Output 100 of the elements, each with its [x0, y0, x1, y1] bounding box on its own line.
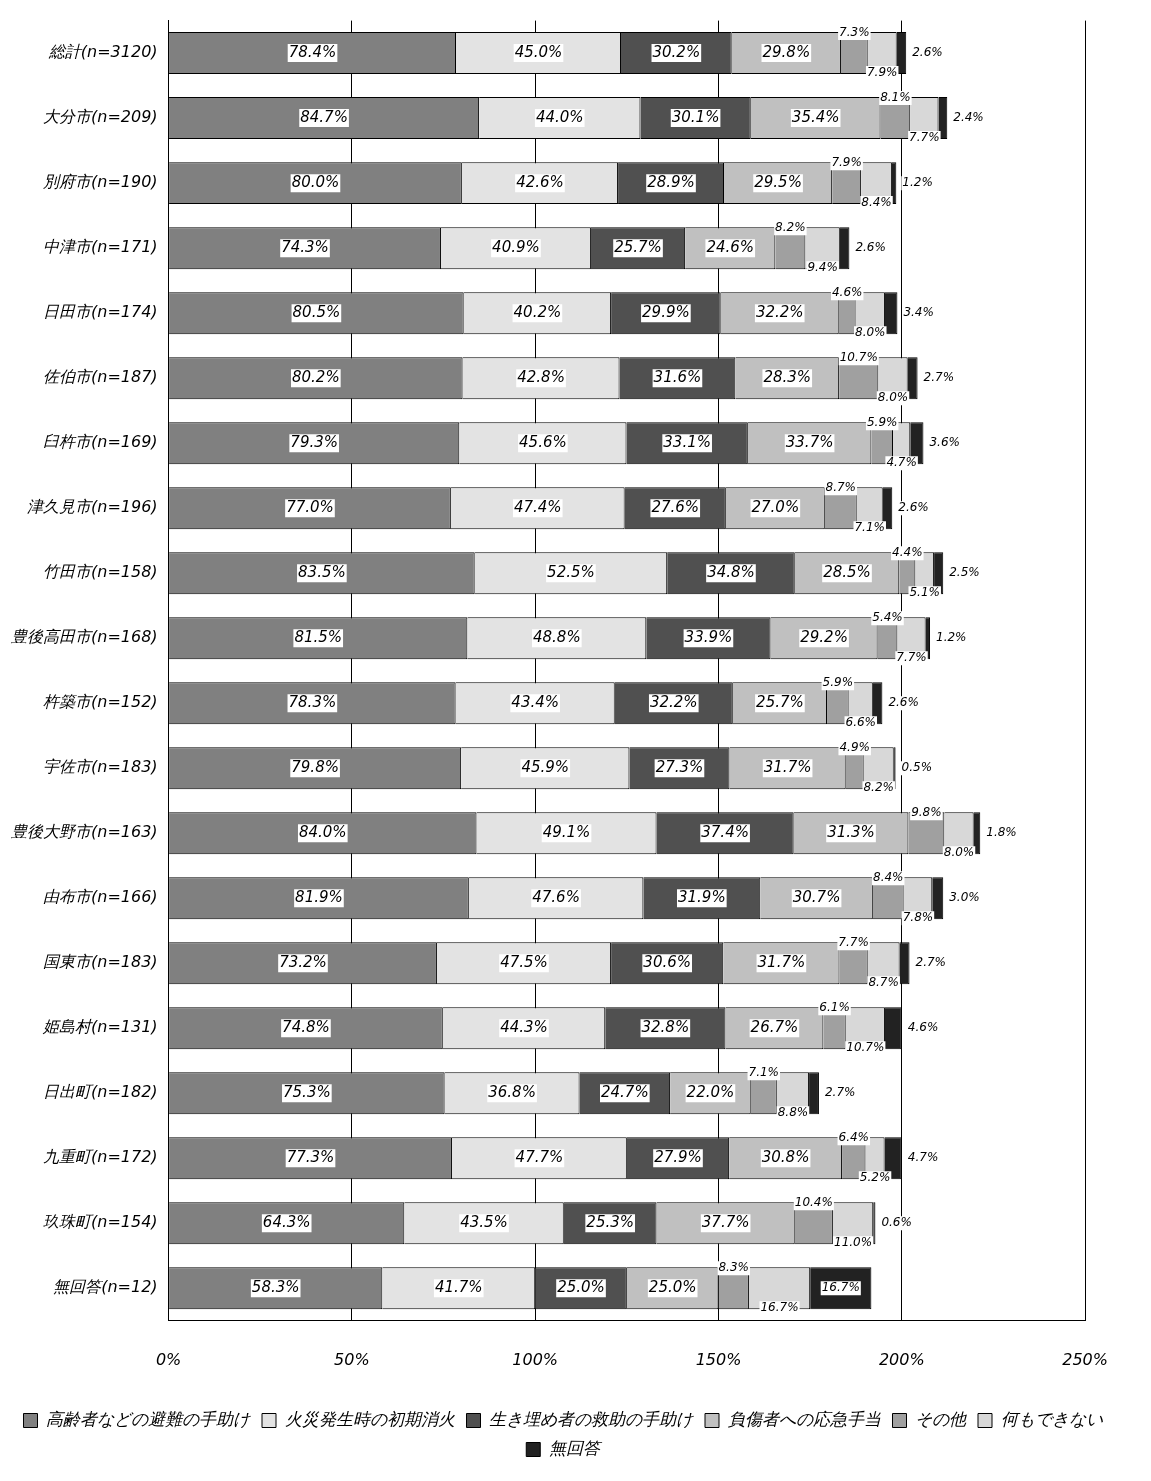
x-tick-label: 150% [695, 1349, 742, 1369]
data-label: 5.1% [909, 585, 940, 600]
y-tick-label: 中津市(n=171) [42, 237, 158, 257]
data-label: 30.1% [671, 108, 720, 127]
data-label: 30.2% [652, 43, 701, 61]
data-label: 58.3% [251, 1278, 300, 1297]
data-label: 7.9% [831, 155, 862, 170]
legend-label: 無回答 [548, 1437, 603, 1458]
data-label: 80.5% [292, 303, 341, 322]
data-label: 2.7% [915, 955, 947, 970]
data-label: 10.4% [794, 1195, 833, 1210]
data-label: 36.8% [488, 1083, 536, 1102]
data-label: 28.9% [647, 173, 695, 192]
data-label: 8.7% [825, 480, 857, 495]
data-label: 8.2% [775, 220, 806, 235]
data-label: 4.7% [886, 455, 917, 470]
data-label: 8.3% [718, 1260, 749, 1275]
data-label: 35.4% [791, 108, 840, 127]
data-label: 27.3% [655, 758, 704, 777]
data-label: 1.2% [902, 175, 933, 190]
x-tick-label: 100% [512, 1349, 559, 1369]
data-label: 16.7% [760, 1300, 799, 1315]
data-label: 8.8% [777, 1105, 809, 1120]
y-tick-label: 臼杵市(n=169) [42, 432, 158, 452]
data-label: 43.5% [460, 1213, 508, 1232]
data-label: 84.7% [300, 108, 348, 127]
data-label: 78.4% [288, 43, 337, 61]
data-label: 25.3% [586, 1213, 634, 1232]
data-label: 27.6% [651, 498, 700, 517]
y-tick-label: 豊後大野市(n=163) [10, 822, 158, 842]
data-label: 3.4% [903, 305, 934, 320]
data-label: 64.3% [262, 1213, 311, 1232]
data-label: 28.5% [823, 563, 871, 582]
data-label: 84.0% [298, 823, 347, 842]
data-label: 34.8% [707, 563, 755, 582]
data-label: 8.0% [855, 325, 886, 340]
data-label: 4.9% [839, 740, 870, 755]
data-label: 16.7% [821, 1280, 860, 1295]
y-tick-label: 宇佐市(n=183) [42, 757, 158, 777]
y-tick-label: 大分市(n=209) [42, 107, 158, 127]
data-label: 79.8% [291, 758, 339, 777]
data-label: 5.2% [859, 1170, 891, 1185]
data-label: 6.1% [819, 1000, 850, 1015]
data-label: 25.7% [614, 238, 662, 257]
data-label: 41.7% [434, 1278, 483, 1297]
data-label: 2.6% [912, 45, 943, 60]
data-label: 33.7% [785, 433, 834, 452]
data-label: 7.1% [748, 1065, 780, 1080]
data-label: 43.4% [511, 693, 560, 712]
data-label: 27.9% [654, 1148, 702, 1167]
data-label: 4.6% [831, 285, 863, 300]
data-label: 7.3% [839, 25, 870, 40]
data-label: 7.7% [909, 130, 940, 145]
data-label: 30.7% [792, 888, 841, 907]
data-label: 2.4% [953, 110, 984, 125]
legend-label: 火災発生時の初期消火 [284, 1408, 455, 1429]
data-label: 5.9% [822, 675, 854, 690]
data-label: 33.1% [663, 433, 711, 452]
data-label: 3.0% [949, 890, 980, 905]
data-label: 30.6% [643, 953, 692, 972]
y-tick-label: 玖珠町(n=154) [42, 1212, 158, 1232]
data-label: 47.6% [532, 888, 580, 907]
y-tick-label: 姫島村(n=131) [41, 1017, 158, 1037]
y-tick-label: 津久見市(n=196) [26, 497, 158, 517]
data-label: 30.8% [761, 1148, 810, 1167]
data-label: 7.1% [854, 520, 885, 535]
data-label: 74.3% [281, 238, 329, 257]
legend-label: 何もできない [1000, 1408, 1103, 1429]
data-label: 42.8% [517, 368, 565, 387]
data-label: 1.2% [936, 630, 967, 645]
data-label: 44.0% [535, 108, 584, 127]
data-label: 45.6% [519, 433, 567, 452]
data-label: 8.7% [868, 975, 899, 990]
data-label: 40.2% [513, 303, 562, 322]
data-label: 29.2% [800, 628, 848, 647]
legend-label: 高齢者などの避難の手助け [46, 1408, 251, 1429]
data-label: 5.4% [872, 610, 903, 625]
data-label: 10.7% [846, 1040, 885, 1055]
data-label: 29.5% [754, 173, 802, 192]
data-label: 44.3% [500, 1018, 548, 1037]
data-label: 11.0% [833, 1235, 873, 1250]
data-label: 32.8% [641, 1018, 690, 1037]
data-label: 25.7% [756, 693, 804, 712]
y-tick-label: 別府市(n=190) [42, 172, 158, 192]
data-label: 7.9% [866, 65, 898, 80]
data-label: 81.9% [295, 888, 343, 907]
y-tick-label: 無回答(n=12) [53, 1277, 158, 1297]
data-label: 73.2% [279, 953, 327, 972]
data-label: 37.7% [701, 1213, 750, 1232]
data-label: 7.7% [896, 650, 927, 665]
data-label: 4.4% [892, 545, 923, 560]
y-tick-label: 国東市(n=183) [42, 952, 158, 972]
data-label: 0.6% [881, 1215, 912, 1230]
data-label: 8.0% [877, 390, 909, 405]
y-tick-label: 杵築市(n=152) [42, 692, 158, 712]
data-label: 8.0% [943, 845, 975, 860]
data-label: 2.7% [824, 1085, 856, 1100]
x-tick-label: 200% [878, 1349, 925, 1369]
data-label: 31.3% [827, 823, 875, 842]
x-tick-label: 0% [155, 1349, 182, 1369]
